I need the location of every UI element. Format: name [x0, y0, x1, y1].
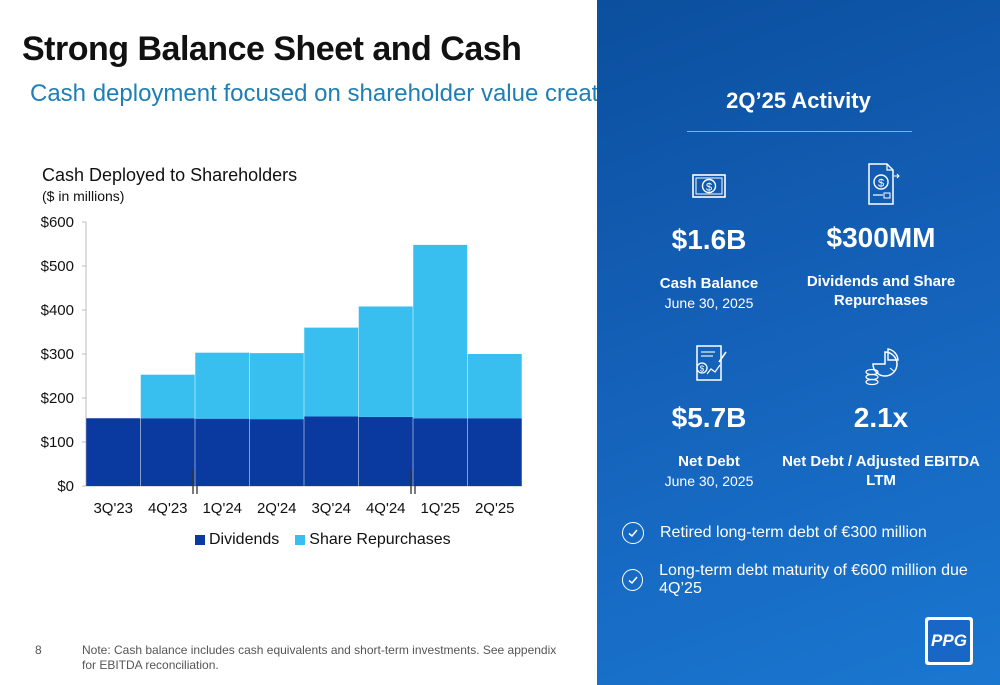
stat-date: June 30, 2025: [664, 295, 754, 311]
panel-divider: [687, 131, 912, 132]
bar-dividends: [304, 416, 359, 486]
legend-swatch-dividends: [195, 535, 205, 545]
slide-subtitle: Cash deployment focused on shareholder v…: [30, 80, 631, 107]
stat-label: Dividends and Share Repurchases: [806, 273, 956, 309]
bar-dividends: [467, 418, 522, 486]
y-tick-label: $200: [41, 390, 74, 407]
stat-label: Net Debt: [678, 453, 740, 470]
x-tick-label: 3Q'24: [311, 500, 351, 517]
stat-value: $5.7B: [671, 402, 747, 433]
bullet-text: Long-term debt maturity of €600 million …: [659, 562, 968, 597]
activity-panel: 2Q’25 Activity $ $1.6B Cash Balance June…: [597, 0, 1000, 685]
x-tick-label: 4Q'24: [366, 500, 406, 517]
stat-label: Cash Balance: [659, 275, 759, 292]
bullet-text: Retired long-term debt of €300 million: [660, 524, 927, 541]
chart-title: Cash Deployed to Shareholders: [42, 165, 298, 185]
legend-swatch-share-repurchases: [295, 535, 306, 545]
stacked-bar-chart: $0 $100 $200 $300 $400 $500 $600 3Q'23 4Q'23 1Q'2…: [41, 214, 522, 517]
legend-label-share-repurchases: Share Repurchases: [309, 531, 451, 548]
stat-dividends-repurchases: $ $300MM Dividends and Share Repurchases: [781, 160, 981, 310]
stat-leverage-ratio: 2.1x Net Debt / Adjusted EBITDA LTM: [781, 342, 981, 490]
invoice-dollar-icon: $: [868, 163, 900, 205]
slide-title: Strong Balance Sheet and Cash: [22, 30, 522, 68]
x-tick-label: 2Q'24: [257, 500, 297, 517]
logo-text: PPG: [928, 620, 970, 662]
bar-share-repurchases: [249, 353, 304, 420]
bar-share-repurchases: [467, 354, 522, 419]
stat-date: June 30, 2025: [664, 473, 754, 489]
bar-share-repurchases: [195, 352, 250, 419]
svg-text:$: $: [706, 182, 712, 194]
x-tick-label: 4Q'23: [148, 500, 188, 517]
bullet-item: Long-term debt maturity of €600 million …: [622, 562, 1000, 598]
bar-share-repurchases: [304, 327, 359, 417]
bar-share-repurchases: [140, 374, 195, 419]
chart-subtitle: ($ in millions): [42, 188, 125, 204]
y-tick-label: $500: [41, 258, 74, 275]
bar-share-repurchases: [413, 244, 468, 419]
y-tick-label: $400: [41, 302, 74, 319]
y-tick-label: $0: [57, 478, 74, 495]
x-tick-label: 1Q'24: [202, 500, 242, 517]
coins-pie-icon: [865, 348, 899, 386]
x-tick-label: 3Q'23: [93, 500, 133, 517]
chart-legend: Dividends Share Repurchases: [195, 531, 467, 549]
legend-label-dividends: Dividends: [209, 531, 280, 548]
panel-heading: 2Q’25 Activity: [726, 88, 871, 113]
svg-text:$: $: [878, 178, 884, 190]
check-circle-icon: [622, 569, 644, 591]
footnote: Note: Cash balance includes cash equival…: [82, 643, 557, 672]
stat-value: $1.6B: [671, 224, 747, 255]
legend-item-share-repurchases: Share Repurchases: [295, 531, 451, 549]
bar-share-repurchases: [358, 306, 413, 417]
x-tick-label: 2Q'25: [475, 500, 515, 517]
document-dollar-icon: $: [696, 345, 727, 381]
stat-label: Net Debt / Adjusted EBITDA LTM: [782, 453, 980, 489]
x-tick-label: 1Q'25: [420, 500, 460, 517]
cash-icon: $: [692, 174, 726, 198]
bar-dividends: [413, 418, 468, 486]
stat-cash-balance: $ $1.6B Cash Balance June 30, 2025: [609, 170, 809, 311]
bar-dividends: [195, 418, 250, 486]
legend-item-dividends: Dividends: [195, 531, 279, 549]
y-tick-label: $100: [41, 434, 74, 451]
svg-text:$: $: [700, 365, 705, 374]
bar-dividends: [140, 418, 195, 486]
stat-value: 2.1x: [853, 402, 909, 433]
check-circle-icon: [622, 522, 644, 544]
stat-net-debt: $ $5.7B Net Debt June 30, 2025: [609, 342, 809, 489]
bar-dividends: [249, 419, 304, 486]
bar-dividends: [86, 418, 141, 486]
ppg-logo: PPG: [925, 617, 973, 665]
bar-dividends: [358, 416, 413, 486]
y-tick-label: $300: [41, 346, 74, 363]
y-tick-label: $600: [41, 214, 74, 231]
stat-value: $300MM: [826, 222, 936, 253]
bullet-item: Retired long-term debt of €300 million: [622, 522, 927, 544]
page-number: 8: [35, 643, 42, 657]
